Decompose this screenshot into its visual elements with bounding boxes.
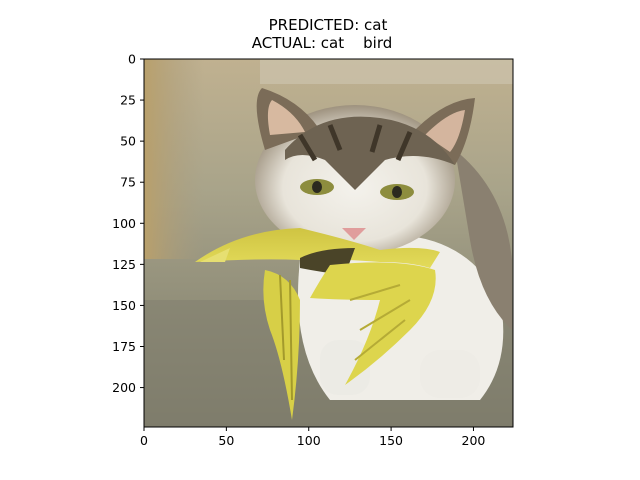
y-tick-label: 150: [112, 298, 136, 313]
y-tick-label: 75: [120, 175, 136, 190]
plot-frame: [143, 58, 514, 428]
y-tick-label: 125: [112, 257, 136, 272]
y-tick-label: 175: [112, 339, 136, 354]
title-actual: ACTUAL: cat bird: [251, 34, 393, 52]
bird: [195, 228, 440, 420]
x-tick-label: 50: [218, 433, 234, 448]
photo: [144, 59, 513, 427]
x-tick-label: 0: [140, 433, 148, 448]
y-axis: 0 25 50 75 100 125 150 175 200: [112, 52, 144, 395]
title-predicted: PREDICTED: cat: [268, 16, 388, 34]
y-tick-label: 200: [112, 380, 136, 395]
x-axis: 0 50 100 150 200: [140, 427, 485, 448]
x-tick-label: 100: [297, 433, 321, 448]
y-tick-label: 25: [120, 93, 136, 108]
x-tick-label: 150: [379, 433, 403, 448]
nose: [342, 228, 366, 240]
y-tick-label: 50: [120, 134, 136, 149]
x-tick-label: 200: [462, 433, 486, 448]
y-tick-label: 100: [112, 216, 136, 231]
y-tick-label: 0: [128, 52, 136, 67]
